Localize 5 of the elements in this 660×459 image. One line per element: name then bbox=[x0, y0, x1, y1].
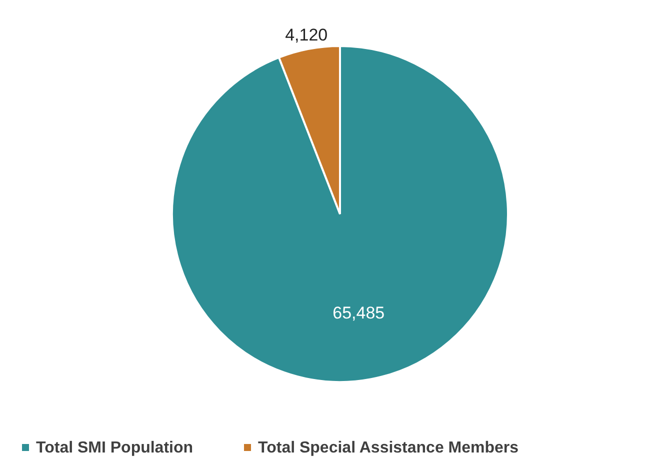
legend-label: Total Special Assistance Members bbox=[258, 440, 519, 456]
legend-label: Total SMI Population bbox=[36, 440, 194, 456]
pie-slice bbox=[171, 45, 509, 383]
data-label: 4,120 bbox=[285, 26, 328, 45]
data-label: 65,485 bbox=[332, 304, 385, 323]
